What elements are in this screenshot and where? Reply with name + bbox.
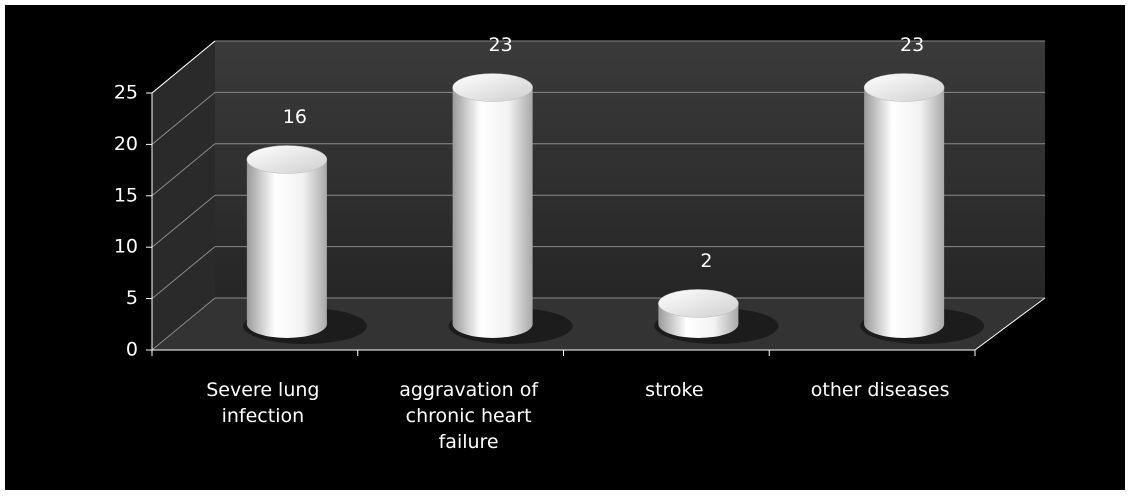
grid-line	[151, 194, 216, 248]
y-tick-label: 5	[126, 287, 138, 309]
y-tick-label: 0	[126, 339, 138, 361]
y-tick-label: 10	[114, 236, 138, 258]
value-label: 23	[900, 34, 924, 56]
x-tick-label: Severe lung infection	[206, 379, 320, 427]
grid-line	[151, 143, 216, 197]
x-tick-label: stroke	[645, 379, 704, 401]
back-wall	[215, 41, 1045, 298]
value-label: 23	[489, 34, 513, 56]
y-tick-label: 15	[114, 184, 138, 206]
value-label: 2	[700, 250, 712, 272]
bar-top	[452, 73, 533, 102]
x-tick-label: aggravation of chronic heart failure	[399, 379, 539, 453]
value-label: 16	[283, 106, 307, 128]
bar-top	[658, 289, 739, 318]
bar	[658, 289, 739, 338]
bar-bottom	[246, 310, 327, 338]
grid-line	[151, 246, 216, 299]
grid-line	[151, 297, 216, 351]
floor	[152, 298, 1045, 350]
side-wall	[152, 41, 215, 350]
bar	[863, 73, 945, 338]
bar-bottom	[864, 310, 945, 338]
y-tick-label: 20	[114, 133, 138, 155]
bar-bottom	[452, 310, 533, 338]
bar-bottom	[658, 310, 739, 338]
bar-body	[864, 87, 945, 324]
bar-body	[452, 87, 533, 324]
bar	[246, 145, 328, 338]
bar-top	[246, 145, 328, 174]
grid-line	[151, 92, 216, 145]
x-tick-label: other diseases	[810, 379, 950, 401]
y-tick-label: 25	[114, 82, 138, 104]
bar-top	[863, 73, 945, 102]
y-axis-side	[151, 40, 216, 94]
x-axis-side	[974, 297, 1046, 351]
bar-body	[246, 159, 327, 324]
bar	[452, 73, 533, 338]
